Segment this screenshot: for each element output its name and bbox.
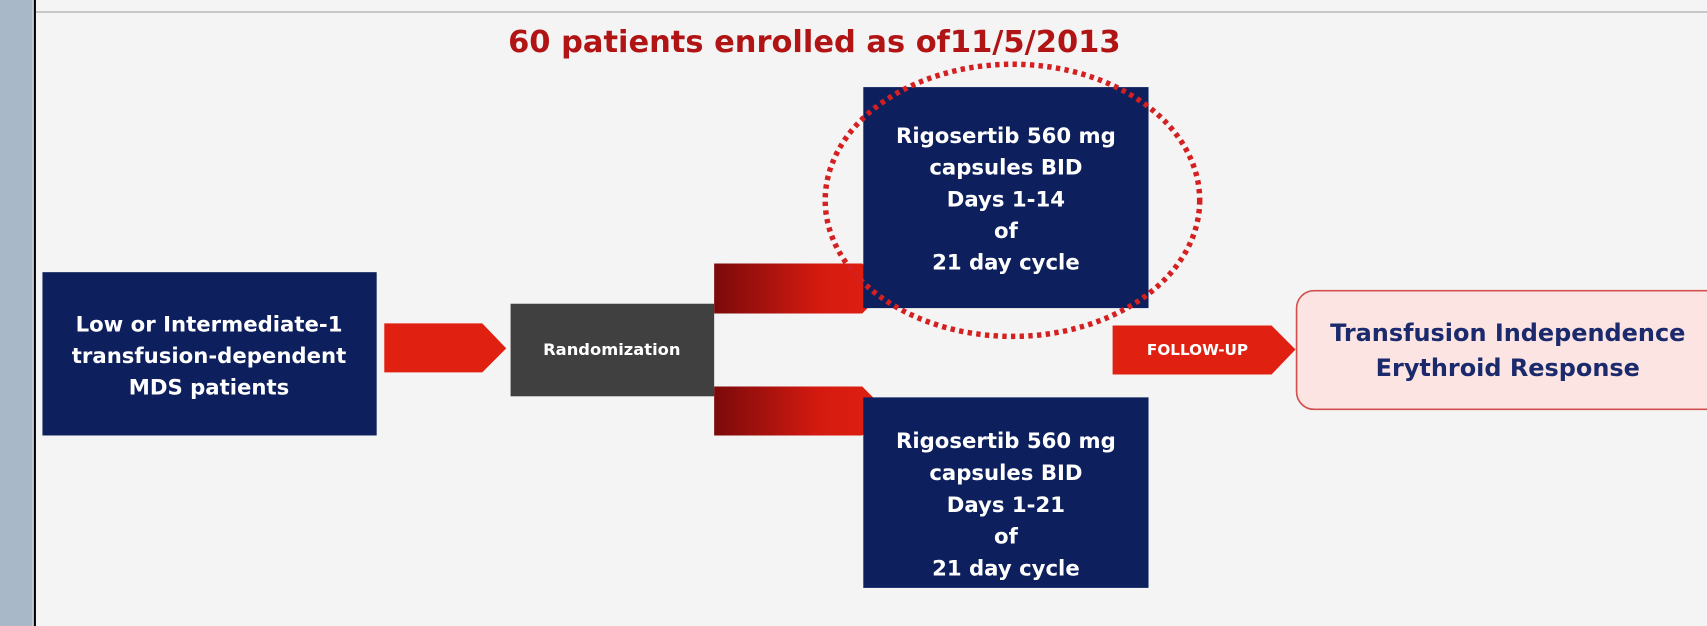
node-label: MDS patients <box>129 376 290 401</box>
follow-up-arrow <box>1112 325 1296 375</box>
sidebar <box>0 0 33 626</box>
arm-box <box>863 87 1149 309</box>
arm-box <box>863 397 1149 588</box>
node-label: 21 day cycle <box>932 557 1080 582</box>
randomization-box <box>510 303 715 397</box>
arrow <box>714 386 888 436</box>
arrow <box>384 323 507 373</box>
node-label: Days 1-21 <box>947 493 1065 518</box>
node-labels: Low or Intermediate-1 transfusion-depende… <box>72 124 1686 581</box>
node-label: Low or Intermediate-1 <box>76 313 343 338</box>
node-label: transfusion-dependent <box>72 344 347 369</box>
node-label: of <box>994 525 1019 550</box>
arrow-label: FOLLOW-UP <box>1147 341 1248 359</box>
node-label: Rigosertib 560 mg <box>896 124 1116 149</box>
outcome-box <box>1295 289 1707 411</box>
node-label: Randomization <box>543 340 680 359</box>
node-label: capsules BID <box>929 461 1082 486</box>
arrow <box>714 263 888 314</box>
node-label: Transfusion Independence <box>1330 319 1685 347</box>
node-label: Erythroid Response <box>1376 354 1640 382</box>
title: 60 patients enrolled as of11/5/2013 <box>508 25 1120 60</box>
node-label: Days 1-14 <box>947 187 1065 212</box>
node-label: 21 day cycle <box>932 250 1080 275</box>
node-label: capsules BID <box>929 156 1082 181</box>
node-label: Rigosertib 560 mg <box>896 429 1116 454</box>
patients-box <box>42 272 377 436</box>
node-label: of <box>994 219 1019 244</box>
highlight-ellipse <box>822 61 1203 340</box>
